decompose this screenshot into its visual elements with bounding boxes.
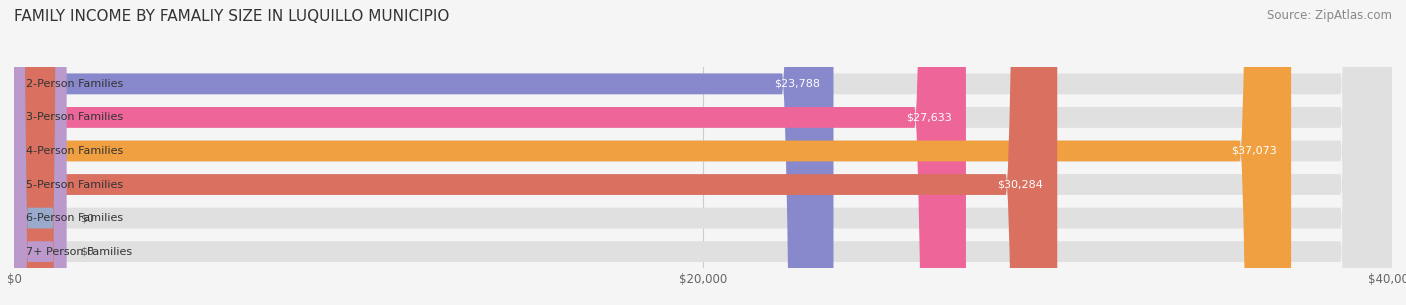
Text: $23,788: $23,788 bbox=[773, 79, 820, 89]
FancyBboxPatch shape bbox=[14, 0, 834, 305]
FancyBboxPatch shape bbox=[14, 0, 1291, 305]
Text: 4-Person Families: 4-Person Families bbox=[27, 146, 124, 156]
Text: FAMILY INCOME BY FAMALIY SIZE IN LUQUILLO MUNICIPIO: FAMILY INCOME BY FAMALIY SIZE IN LUQUILL… bbox=[14, 9, 450, 24]
Text: 3-Person Families: 3-Person Families bbox=[27, 113, 124, 122]
Text: 6-Person Families: 6-Person Families bbox=[27, 213, 124, 223]
FancyBboxPatch shape bbox=[14, 0, 1392, 305]
FancyBboxPatch shape bbox=[14, 0, 1392, 305]
Text: 7+ Person Families: 7+ Person Families bbox=[27, 247, 132, 257]
Text: $30,284: $30,284 bbox=[998, 180, 1043, 189]
FancyBboxPatch shape bbox=[14, 0, 1392, 305]
Text: 5-Person Families: 5-Person Families bbox=[27, 180, 124, 189]
FancyBboxPatch shape bbox=[14, 0, 1392, 305]
Text: 2-Person Families: 2-Person Families bbox=[27, 79, 124, 89]
Text: $0: $0 bbox=[80, 213, 94, 223]
FancyBboxPatch shape bbox=[14, 0, 1057, 305]
Text: Source: ZipAtlas.com: Source: ZipAtlas.com bbox=[1267, 9, 1392, 22]
Text: $27,633: $27,633 bbox=[907, 113, 952, 122]
FancyBboxPatch shape bbox=[14, 0, 1392, 305]
FancyBboxPatch shape bbox=[14, 0, 966, 305]
Text: $37,073: $37,073 bbox=[1232, 146, 1277, 156]
Text: $0: $0 bbox=[80, 247, 94, 257]
FancyBboxPatch shape bbox=[14, 0, 66, 305]
FancyBboxPatch shape bbox=[14, 0, 66, 305]
FancyBboxPatch shape bbox=[14, 0, 1392, 305]
